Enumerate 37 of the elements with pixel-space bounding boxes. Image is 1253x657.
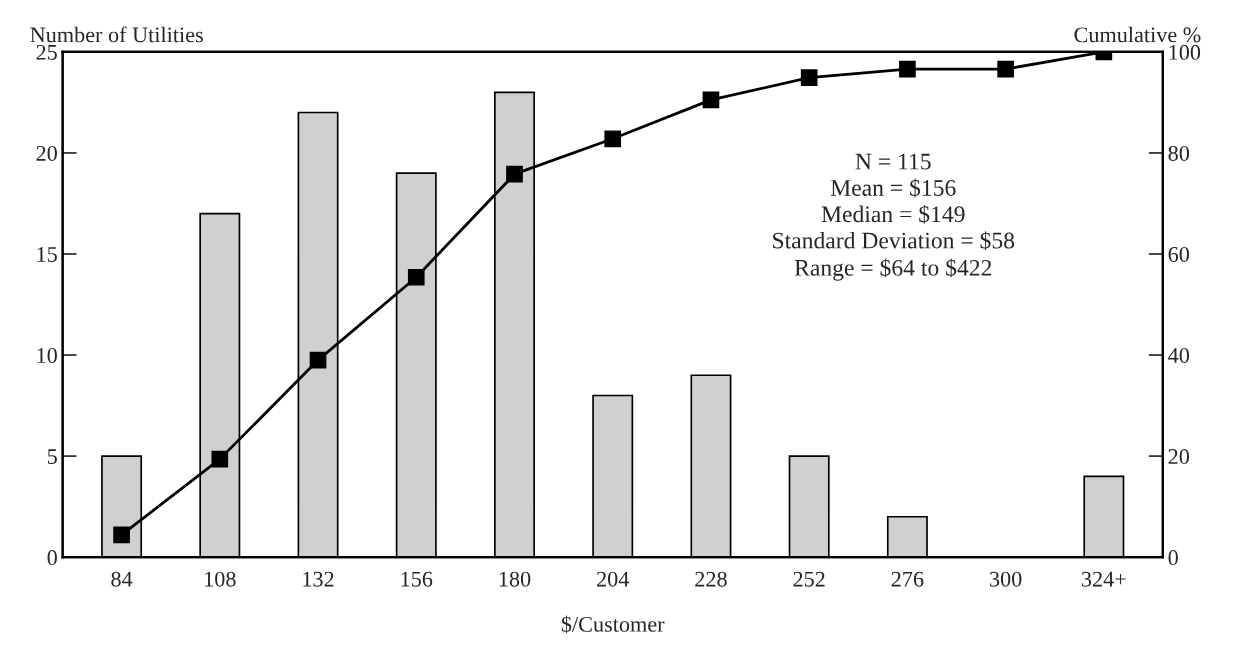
- y2-axis-title: Cumulative %: [1074, 26, 1201, 43]
- point: [899, 60, 916, 78]
- y-tick-label: 15: [37, 247, 57, 262]
- y2-tick-label: 100: [1169, 44, 1201, 60]
- y2-tick-label: 20: [1168, 449, 1190, 465]
- x-tick-label: 228: [695, 571, 727, 587]
- point: [604, 130, 622, 148]
- x-axis-title: $/Customer: [561, 615, 665, 634]
- point: [997, 60, 1014, 78]
- x-tick-label: 108: [205, 571, 236, 587]
- y2-tick-label: 0: [1168, 550, 1178, 566]
- x-tick-label: 204: [597, 571, 630, 587]
- annotation: N = 115 Mean = $156 Median = $149 Standard Deviation = $58 Range = $64 to $422: [773, 153, 1015, 281]
- y2-tick-label: 80: [1168, 145, 1190, 161]
- x-tick-label: 300: [990, 571, 1022, 587]
- y2-tick-label: 60: [1168, 246, 1190, 262]
- y-tick-label: 25: [36, 44, 57, 60]
- x-tick-label: 132: [303, 571, 334, 587]
- point: [309, 351, 327, 369]
- point: [211, 450, 229, 468]
- y-tick-label: 10: [37, 347, 57, 363]
- x-tick-label: 252: [793, 571, 825, 587]
- y2-tick-label: 40: [1168, 347, 1190, 363]
- point: [702, 91, 720, 109]
- x-tick-label: 84: [111, 571, 133, 587]
- point: [506, 165, 523, 183]
- y-tick-label: 20: [36, 145, 57, 161]
- y-tick-label: 0: [47, 550, 57, 566]
- x-tick-label: 276: [891, 571, 924, 587]
- point: [407, 268, 425, 286]
- y-tick-label: 5: [47, 449, 57, 465]
- point: [113, 526, 130, 544]
- y-axis-title: Number of Utilities: [30, 26, 203, 43]
- x-tick-label: 180: [499, 571, 531, 587]
- x-tick-label: 156: [401, 571, 433, 587]
- x-tick-label: 324+: [1081, 571, 1126, 587]
- point: [800, 69, 818, 87]
